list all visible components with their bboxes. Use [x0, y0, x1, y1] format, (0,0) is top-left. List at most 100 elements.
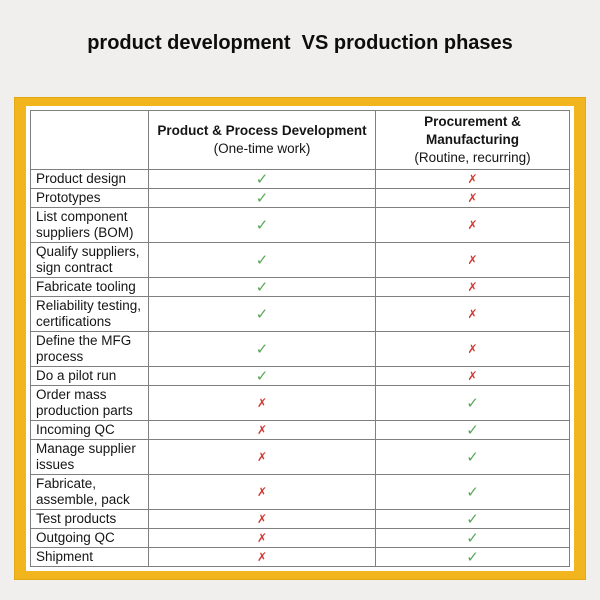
cross-icon: ✗ — [467, 307, 478, 321]
check-icon: ✓ — [466, 421, 479, 439]
task-cell: Order mass production parts — [30, 385, 149, 421]
mfg-cell: ✓ — [375, 439, 570, 475]
task-cell: Prototypes — [30, 188, 149, 208]
task-cell: Shipment — [30, 547, 149, 567]
check-icon: ✓ — [255, 170, 269, 188]
task-cell: List component suppliers (BOM) — [30, 207, 149, 243]
header-row: Product & Process Development (One-time … — [30, 110, 570, 170]
check-icon: ✓ — [255, 278, 269, 296]
cross-icon: ✗ — [467, 191, 478, 205]
check-icon: ✓ — [466, 510, 479, 528]
check-icon: ✓ — [466, 548, 479, 566]
table-row: Do a pilot run ✓ ✗ — [30, 366, 570, 386]
check-icon: ✓ — [466, 394, 479, 412]
task-column-header — [30, 110, 149, 170]
cross-icon: ✗ — [467, 172, 478, 186]
table-row: Order mass production parts ✗ ✓ — [30, 385, 570, 421]
mfg-cell: ✗ — [375, 331, 570, 367]
cross-icon: ✗ — [256, 396, 268, 410]
mfg-cell: ✓ — [375, 385, 570, 421]
cross-icon: ✗ — [256, 550, 268, 564]
table-row: List component suppliers (BOM) ✓ ✗ — [30, 207, 570, 243]
table-row: Test products ✗ ✓ — [30, 509, 570, 529]
dev-cell: ✗ — [148, 528, 376, 548]
mfg-cell: ✗ — [375, 366, 570, 386]
dev-cell: ✗ — [148, 385, 376, 421]
task-cell: Outgoing QC — [30, 528, 149, 548]
check-icon: ✓ — [255, 251, 269, 269]
check-icon: ✓ — [255, 216, 269, 234]
mfg-column-subtitle: (Routine, recurring) — [414, 150, 531, 165]
comparison-table: Product & Process Development (One-time … — [30, 110, 570, 567]
mfg-cell: ✓ — [375, 547, 570, 567]
dev-cell: ✗ — [148, 474, 376, 510]
cross-icon: ✗ — [467, 280, 478, 294]
mfg-cell: ✗ — [375, 188, 570, 208]
cross-icon: ✗ — [467, 218, 478, 232]
mfg-column-title: Procurement & Manufacturing — [424, 114, 521, 147]
mfg-cell: ✓ — [375, 509, 570, 529]
dev-column-header: Product & Process Development (One-time … — [148, 110, 376, 170]
task-cell: Do a pilot run — [30, 366, 149, 386]
task-cell: Manage supplier issues — [30, 439, 149, 475]
table-row: Fabricate, assemble, pack ✗ ✓ — [30, 474, 570, 510]
table-row: Incoming QC ✗ ✓ — [30, 420, 570, 440]
cross-icon: ✗ — [467, 342, 478, 356]
check-icon: ✓ — [255, 340, 269, 358]
table-row: Prototypes ✓ ✗ — [30, 188, 570, 208]
dev-cell: ✓ — [148, 366, 376, 386]
dev-cell: ✓ — [148, 242, 376, 278]
table-row: Define the MFG process ✓ ✗ — [30, 331, 570, 367]
dev-column-subtitle: (One-time work) — [213, 141, 311, 156]
mfg-cell: ✗ — [375, 296, 570, 332]
cross-icon: ✗ — [467, 253, 478, 267]
task-cell: Fabricate, assemble, pack — [30, 474, 149, 510]
table-row: Outgoing QC ✗ ✓ — [30, 528, 570, 548]
page-title: product development VS production phases — [87, 32, 513, 54]
task-cell: Qualify suppliers, sign contract — [30, 242, 149, 278]
dev-cell: ✓ — [148, 207, 376, 243]
dev-column-title: Product & Process Development — [157, 123, 367, 138]
table-row: Qualify suppliers, sign contract ✓ ✗ — [30, 242, 570, 278]
dev-cell: ✗ — [148, 420, 376, 440]
task-cell: Define the MFG process — [30, 331, 149, 367]
task-cell: Fabricate tooling — [30, 277, 149, 297]
cross-icon: ✗ — [256, 450, 268, 464]
cross-icon: ✗ — [256, 423, 268, 437]
table-frame: Product & Process Development (One-time … — [14, 97, 586, 580]
dev-cell: ✓ — [148, 331, 376, 367]
table-row: Manage supplier issues ✗ ✓ — [30, 439, 570, 475]
dev-cell: ✗ — [148, 509, 376, 529]
check-icon: ✓ — [466, 529, 479, 547]
table-body: Product design ✓ ✗ Prototypes ✓ ✗ List c… — [30, 169, 570, 567]
cross-icon: ✗ — [256, 531, 268, 545]
mfg-cell: ✗ — [375, 242, 570, 278]
check-icon: ✓ — [255, 367, 269, 385]
dev-cell: ✓ — [148, 296, 376, 332]
dev-cell: ✓ — [148, 188, 376, 208]
task-cell: Incoming QC — [30, 420, 149, 440]
check-icon: ✓ — [255, 189, 269, 207]
dev-cell: ✓ — [148, 169, 376, 189]
dev-cell: ✗ — [148, 439, 376, 475]
task-cell: Test products — [30, 509, 149, 529]
mfg-cell: ✗ — [375, 207, 570, 243]
table-row: Fabricate tooling ✓ ✗ — [30, 277, 570, 297]
check-icon: ✓ — [466, 448, 479, 466]
mfg-cell: ✗ — [375, 277, 570, 297]
task-cell: Reliability testing, certifications — [30, 296, 149, 332]
mfg-cell: ✓ — [375, 474, 570, 510]
dev-cell: ✓ — [148, 277, 376, 297]
mfg-cell: ✗ — [375, 169, 570, 189]
table-row: Shipment ✗ ✓ — [30, 547, 570, 567]
dev-cell: ✗ — [148, 547, 376, 567]
mfg-column-header: Procurement & Manufacturing (Routine, re… — [375, 110, 570, 170]
check-icon: ✓ — [466, 483, 479, 501]
table-row: Reliability testing, certifications ✓ ✗ — [30, 296, 570, 332]
mfg-cell: ✓ — [375, 528, 570, 548]
cross-icon: ✗ — [256, 512, 268, 526]
cross-icon: ✗ — [467, 369, 478, 383]
check-icon: ✓ — [255, 305, 269, 323]
table-inner: Product & Process Development (One-time … — [26, 106, 574, 571]
